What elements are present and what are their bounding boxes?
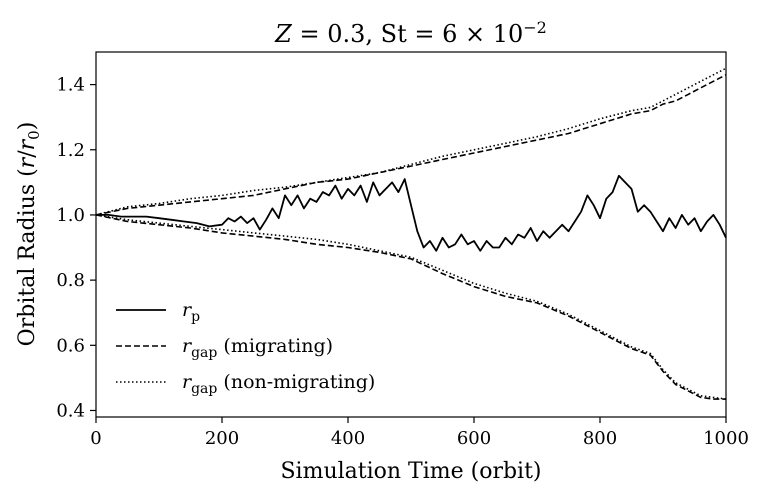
x-tick-label: 1000 [703, 428, 749, 449]
legend-label-rp: rp [182, 299, 200, 325]
legend-nonmig-suffix: (non-migrating) [217, 371, 375, 393]
y-tick-label: 1.4 [56, 75, 85, 96]
ylabel-r: r [15, 156, 40, 168]
title-exponent: −2 [523, 18, 547, 37]
title-z-value: = 0.3, [292, 20, 381, 48]
legend-mig-sub: gap [191, 345, 217, 361]
ylabel-sub0: 0 [25, 130, 43, 140]
y-tick-label: 0.8 [56, 270, 85, 291]
ylabel-text: Orbital Radius ( [15, 168, 40, 346]
legend-rp-sub: p [191, 309, 200, 325]
ylabel-close: ) [15, 122, 40, 131]
title-z: Z [274, 20, 293, 48]
plot-frame [95, 51, 727, 418]
title-st-value: = 6 × 10 [407, 20, 524, 48]
legend: rp rgap (migrating) rgap (non-migrating) [116, 299, 375, 397]
x-tick-label: 400 [331, 428, 365, 449]
y-tick-label: 1.2 [56, 140, 85, 161]
series-line-dotted-3 [95, 67, 727, 216]
legend-label-non-migrating: rgap (non-migrating) [182, 371, 375, 397]
axis-tick-labels: 0 200 400 600 800 1000 0.4 0.6 0.8 1.0 1.2 1.4 [56, 75, 749, 449]
y-tick-label: 1.0 [56, 205, 85, 226]
series-line-dashed-1 [95, 74, 727, 216]
x-tick-label: 800 [583, 428, 617, 449]
chart-title: Z = 0.3, St = 6 × 10−2 [274, 18, 547, 48]
legend-rp-symbol: r [182, 299, 193, 321]
legend-label-migrating: rgap (migrating) [182, 335, 333, 361]
x-tick-label: 0 [90, 428, 101, 449]
x-tick-label: 600 [457, 428, 491, 449]
legend-nonmig-symbol: r [182, 371, 193, 393]
axis-ticks [90, 83, 727, 423]
legend-mig-suffix: (migrating) [217, 335, 333, 357]
x-axis-title: Simulation Time (orbit) [280, 459, 541, 484]
ylabel-r0: r [15, 138, 40, 150]
title-st: St [381, 20, 407, 48]
series-line-solid-0 [96, 174, 727, 252]
ylabel-slash: / [15, 150, 40, 158]
y-axis-title: Orbital Radius (r/r0) [15, 122, 43, 347]
y-tick-label: 0.6 [56, 335, 85, 356]
y-tick-label: 0.4 [56, 400, 85, 421]
legend-mig-symbol: r [182, 335, 193, 357]
series-layer [95, 67, 727, 400]
series-line-dashed-2 [95, 214, 726, 400]
x-tick-label: 200 [205, 428, 239, 449]
legend-nonmig-sub: gap [191, 381, 217, 397]
